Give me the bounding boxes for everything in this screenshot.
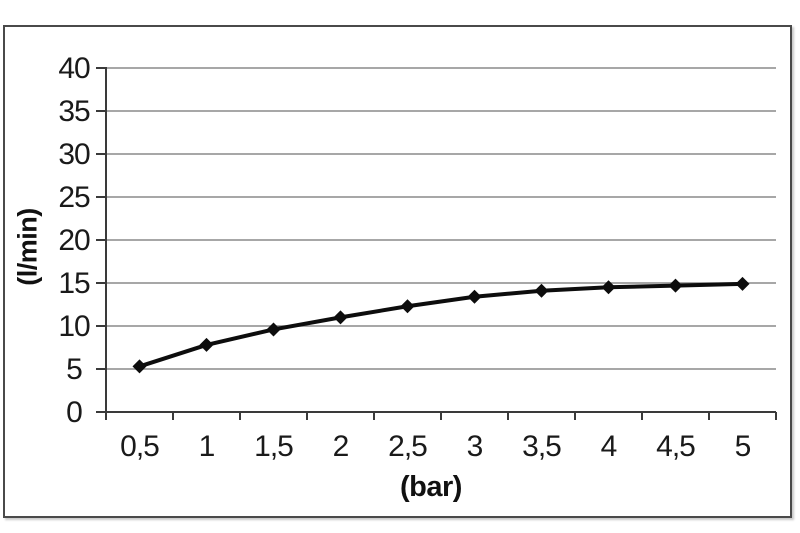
x-tick-label-4: 4 — [601, 430, 617, 463]
y-tick-label-35: 35 — [58, 95, 90, 128]
y-tick-label-40: 40 — [58, 52, 90, 85]
data-point-marker-2 — [333, 310, 348, 325]
y-tick-label-15: 15 — [58, 267, 90, 300]
data-point-marker-3 — [467, 289, 482, 304]
y-tick-label-30: 30 — [58, 138, 90, 171]
series-line-flow-rate — [137, 281, 745, 369]
x-tick-label-5: 5 — [735, 430, 751, 463]
data-point-marker-3,5 — [534, 283, 549, 298]
y-tick-label-10: 10 — [58, 310, 90, 343]
x-tick-label-2: 2 — [333, 430, 349, 463]
data-point-marker-0,5 — [132, 359, 147, 374]
data-point-marker-1,5 — [266, 322, 281, 337]
y-axis-title: (l/min) — [12, 208, 43, 286]
chart-frame — [3, 25, 792, 518]
x-tick-label-0,5: 0,5 — [120, 430, 159, 463]
data-point-marker-4 — [601, 280, 616, 295]
x-tick-label-3: 3 — [467, 430, 483, 463]
data-point-marker-1 — [199, 337, 214, 352]
y-tick-label-25: 25 — [58, 181, 90, 214]
x-tick-label-1,5: 1,5 — [254, 430, 293, 463]
x-tick-label-3,5: 3,5 — [522, 430, 561, 463]
x-tick-label-4,5: 4,5 — [656, 430, 695, 463]
data-point-marker-4,5 — [668, 278, 683, 293]
data-point-marker-5 — [735, 276, 750, 291]
x-axis-title: (bar) — [400, 471, 462, 503]
x-tick-label-1: 1 — [199, 430, 215, 463]
y-tick-label-5: 5 — [66, 353, 82, 386]
y-tick-label-20: 20 — [58, 224, 90, 257]
y-tick-label-0: 0 — [66, 396, 82, 429]
data-point-marker-2,5 — [400, 299, 415, 314]
x-tick-label-2,5: 2,5 — [388, 430, 427, 463]
